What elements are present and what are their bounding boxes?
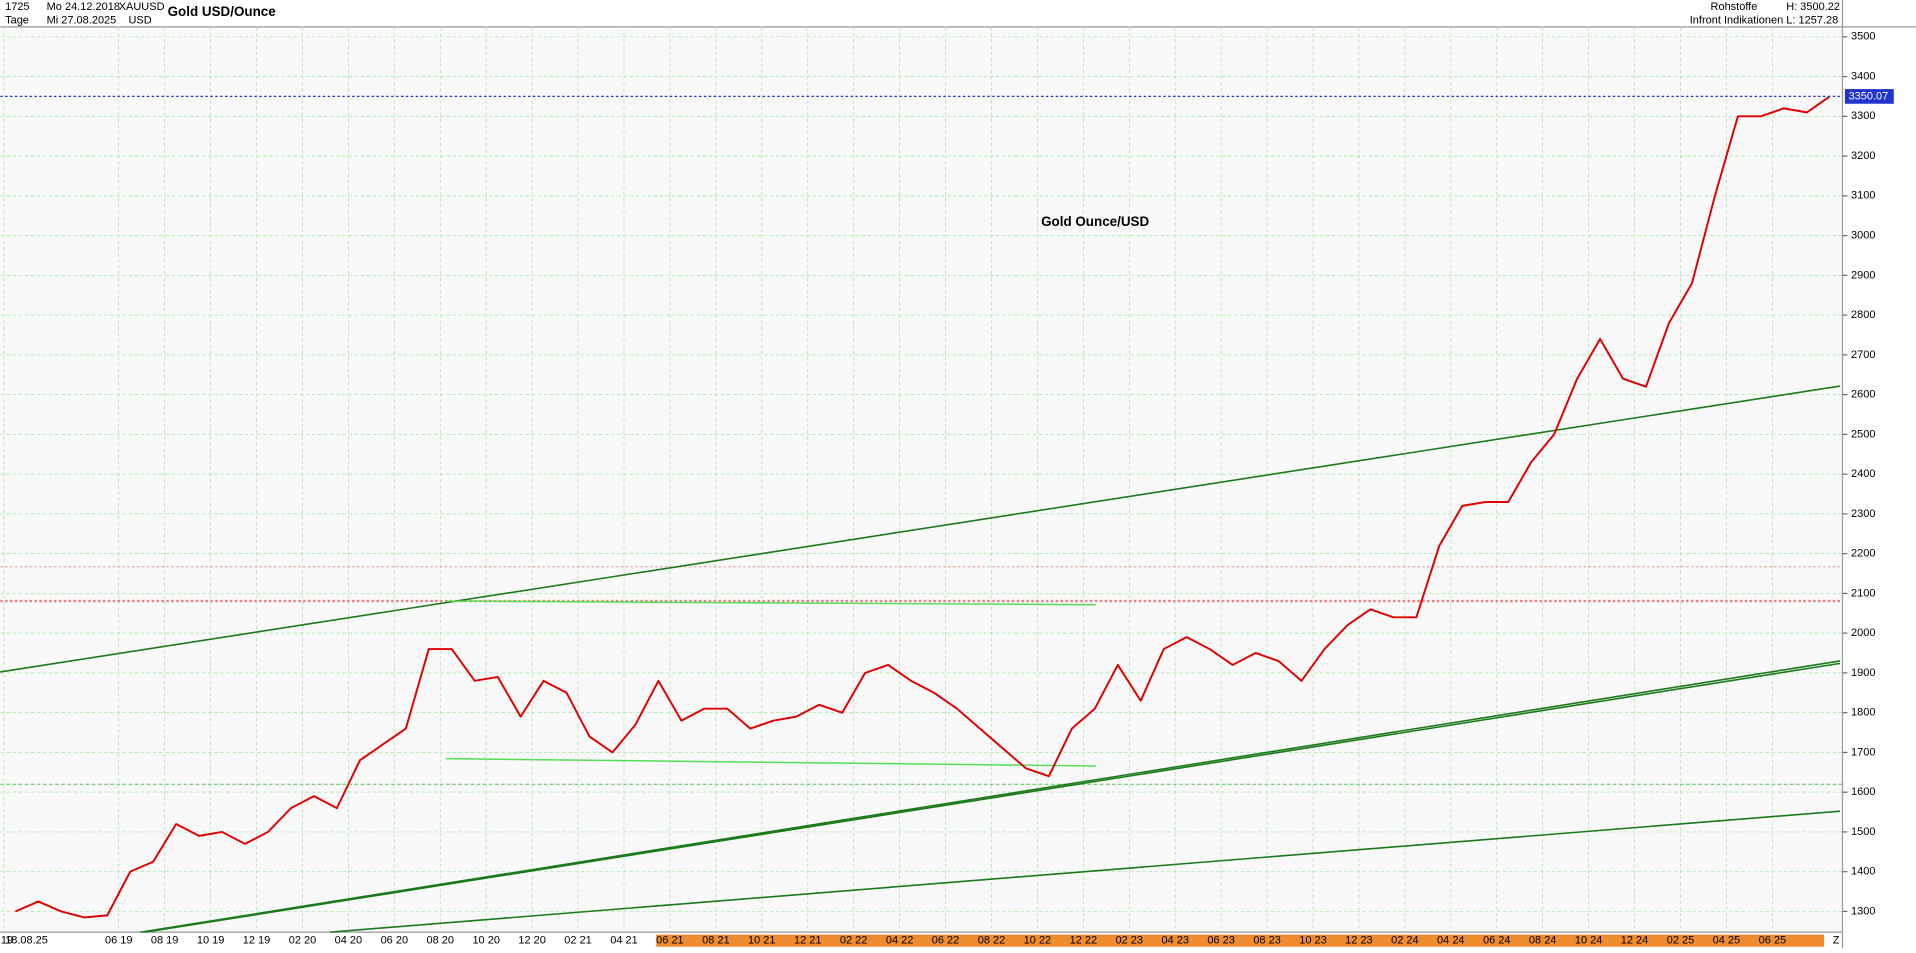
currency: USD [128, 15, 151, 27]
y-tick-label: 1900 [1851, 667, 1875, 679]
y-tick-label: 1300 [1851, 905, 1875, 917]
y-tick-label: 3200 [1851, 150, 1875, 162]
trend-line [140, 660, 1841, 933]
x-tick-label: 06 19 [105, 935, 132, 947]
x-tick-label: 08 21 [702, 935, 730, 947]
x-tick-label: 02 21 [564, 935, 592, 947]
x-tick-label: 02 24 [1391, 935, 1418, 947]
y-tick-label: 1800 [1851, 707, 1875, 719]
x-tick-label: I 19 [0, 935, 13, 947]
price-line [14, 95, 1831, 919]
y-tick-label: 2400 [1851, 468, 1875, 480]
x-tick-label: 06 23 [1207, 935, 1235, 947]
x-tick-label: 02 20 [289, 935, 317, 947]
x-tick-label: 04 25 [1713, 935, 1740, 947]
x-tick-label: 04 23 [1161, 935, 1189, 947]
low: L: 1257.28 [1786, 15, 1838, 27]
y-tick-label: 1500 [1851, 826, 1875, 838]
x-tick-label: 10 21 [748, 935, 776, 947]
y-tick-label: 2200 [1851, 548, 1875, 560]
trend-line [330, 810, 1841, 933]
chart-title: Gold USD/Ounce [168, 4, 276, 19]
y-tick-label: 3100 [1851, 190, 1875, 202]
x-tick-label: 08 20 [427, 935, 455, 947]
x-tick-label: 10 22 [1024, 935, 1052, 947]
left-date: 18.08.25 [5, 935, 48, 947]
x-tick-label: 12 19 [243, 935, 271, 947]
x-tick-label: 10 19 [197, 935, 225, 947]
trend-line [446, 600, 1097, 606]
x-tick-label: 06 24 [1483, 935, 1510, 947]
source: Infront Indikationen [1690, 15, 1783, 27]
x-tick-label: 08 19 [151, 935, 179, 947]
plot-area [0, 26, 1843, 933]
x-tick-label: 12 23 [1345, 935, 1372, 947]
grid [0, 26, 1843, 933]
y-tick-label: 3300 [1851, 110, 1875, 122]
timeline-band [656, 934, 1825, 947]
x-tick-label: 12 20 [518, 935, 546, 947]
group: Rohstoffe [1711, 1, 1758, 13]
trend-line [145, 662, 1841, 933]
x-tick-label: 04 21 [610, 935, 638, 947]
x-tick-label: 04 22 [886, 935, 914, 947]
last-price-box [1844, 89, 1894, 104]
x-tick-label: 10 24 [1575, 935, 1602, 947]
symbol: XAUUSD [119, 1, 165, 13]
y-tick-label: 3400 [1851, 70, 1875, 82]
y-tick-label: 2500 [1851, 428, 1875, 440]
bars[interactable]: 1725 [5, 1, 29, 13]
x-tick-label: 06 22 [932, 935, 960, 947]
x-tick-label: 06 25 [1759, 935, 1786, 947]
period[interactable]: Tage [5, 15, 29, 27]
high: H: 3500.22 [1786, 1, 1840, 13]
y-tick-label: 2800 [1851, 309, 1875, 321]
x-tick-label: 08 23 [1253, 935, 1280, 947]
y-tick-label: 2000 [1851, 627, 1875, 639]
trend-line [0, 385, 1841, 673]
x-tick-label: 02 25 [1667, 935, 1695, 947]
x-tick-label: 10 20 [472, 935, 500, 947]
y-tick-label: 2600 [1851, 389, 1875, 401]
y-tick-label: 2300 [1851, 508, 1875, 520]
zoom[interactable]: Z [1833, 935, 1840, 947]
x-tick-label: 04 20 [335, 935, 363, 947]
annotation: Gold Ounce/USD [1041, 214, 1149, 229]
y-tick-label: 1700 [1851, 746, 1875, 758]
trend-line [446, 757, 1097, 767]
x-tick-label: 08 22 [978, 935, 1006, 947]
x-tick-label: 12 21 [794, 935, 822, 947]
y-tick-label: 2100 [1851, 587, 1875, 599]
x-tick-label: 10 23 [1299, 935, 1326, 947]
y-tick-label: 1400 [1851, 866, 1875, 878]
x-tick-label: 02 23 [1116, 935, 1144, 947]
to-date[interactable]: Mi 27.08.2025 [47, 15, 117, 27]
x-tick-label: 02 22 [840, 935, 868, 947]
x-tick-label: 04 24 [1437, 935, 1464, 947]
y-tick-label: 3000 [1851, 230, 1875, 242]
x-tick-label: 12 22 [1070, 935, 1098, 947]
y-tick-label: 2700 [1851, 349, 1875, 361]
plot [0, 95, 1843, 919]
x-tick-label: 06 20 [381, 935, 409, 947]
from-date[interactable]: Mo 24.12.2018 [47, 1, 120, 13]
x-tick-label: 06 21 [656, 935, 684, 947]
y-tick-label: 1600 [1851, 786, 1875, 798]
last-price-label: 3350.07 [1849, 90, 1889, 102]
x-tick-label: 12 24 [1621, 935, 1648, 947]
y-tick-label: 2900 [1851, 269, 1875, 281]
y-tick-label: 3500 [1851, 31, 1875, 43]
x-tick-label: 08 24 [1529, 935, 1557, 947]
